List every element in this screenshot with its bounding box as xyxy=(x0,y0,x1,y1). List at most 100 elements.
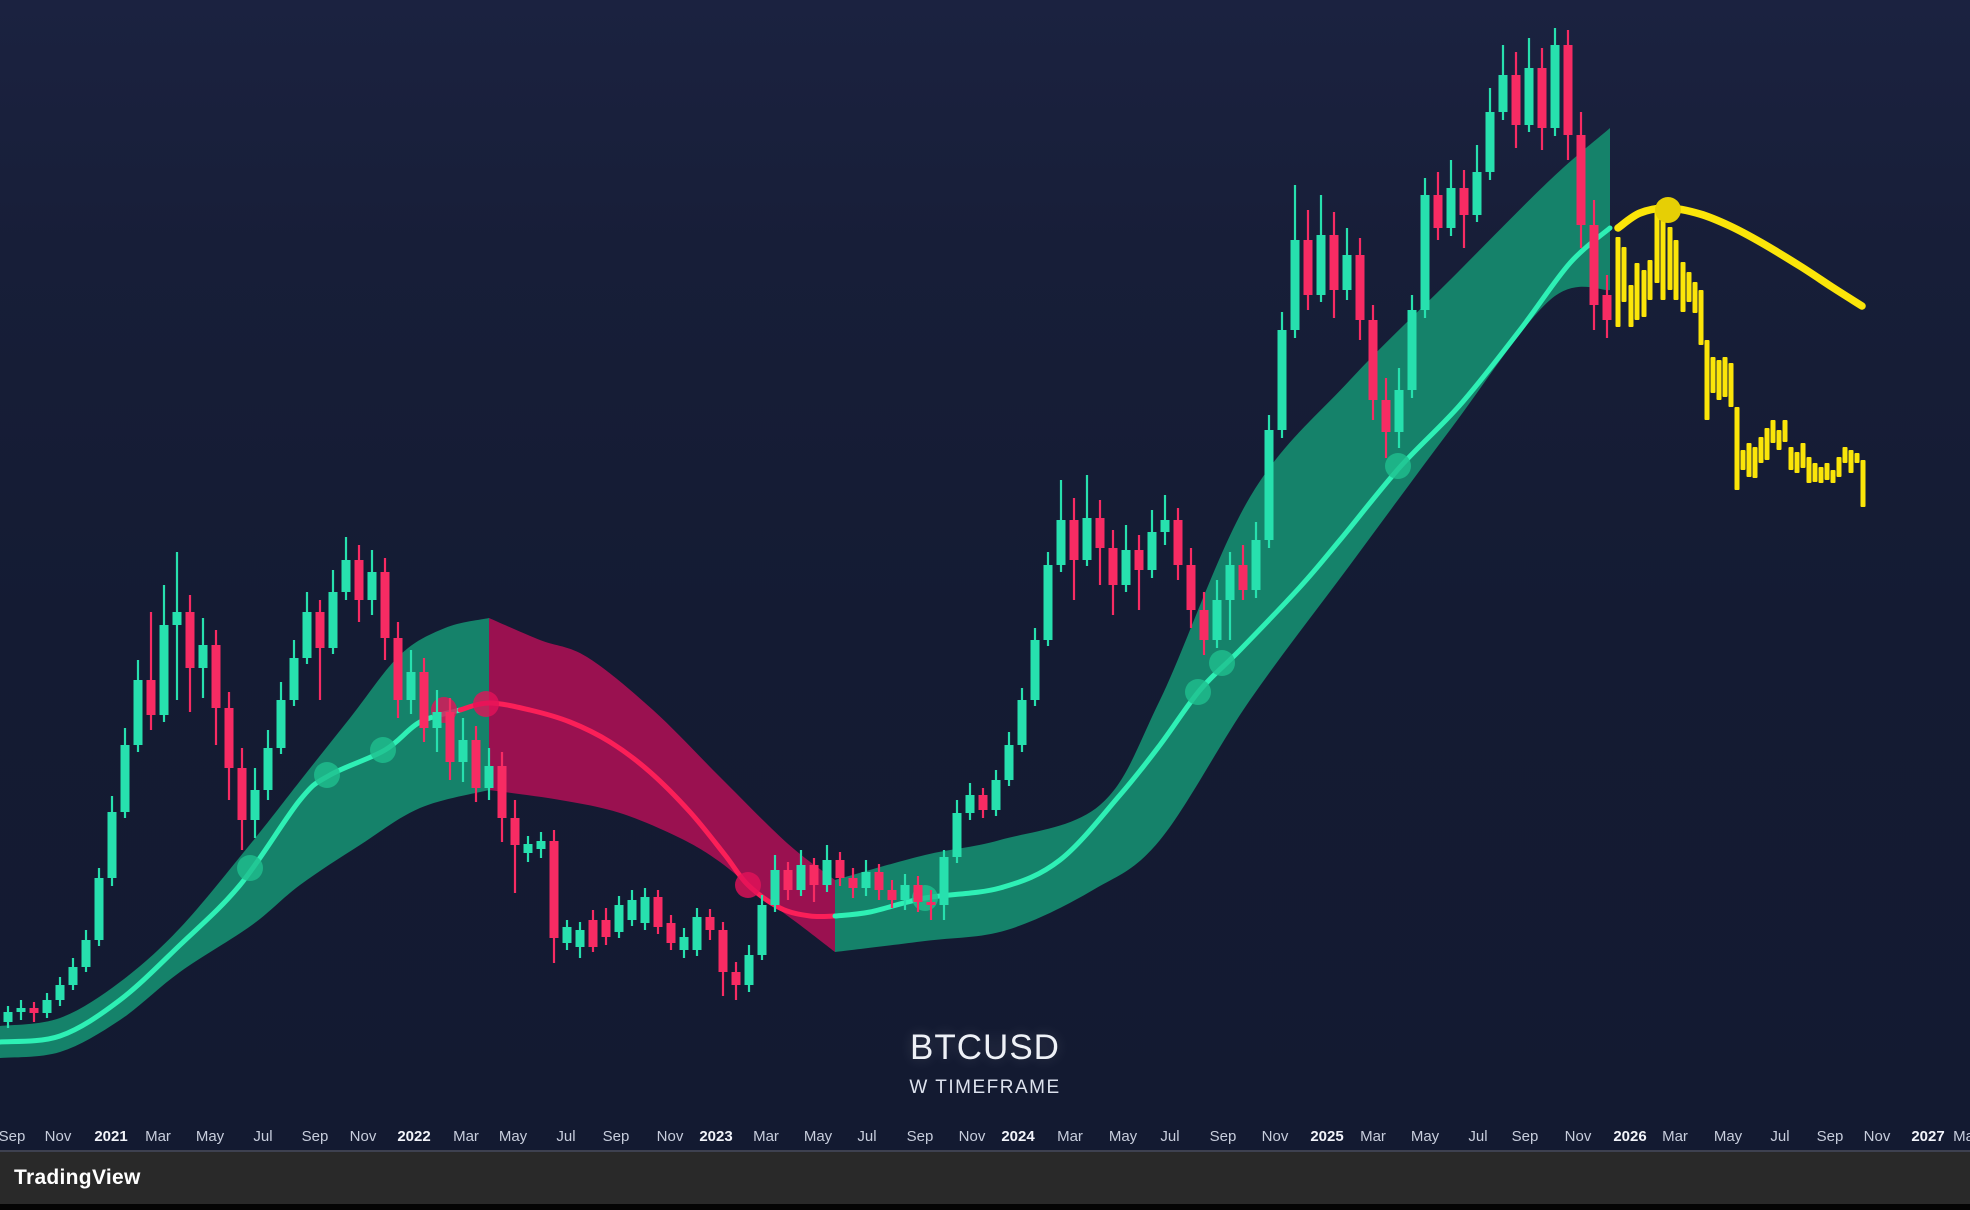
candle xyxy=(289,640,299,706)
forecast-bar xyxy=(1634,263,1640,320)
candle xyxy=(29,1002,39,1022)
x-axis-month-label: Mar xyxy=(1360,1128,1386,1145)
chart-canvas[interactable]: BTCUSD W TIMEFRAME xyxy=(0,0,1970,1126)
candle xyxy=(211,630,221,745)
candle xyxy=(978,788,988,818)
candle xyxy=(575,922,585,958)
candle xyxy=(1303,210,1313,310)
forecast-projection xyxy=(1614,197,1866,507)
candle xyxy=(55,977,65,1006)
candle xyxy=(237,748,247,850)
forecast-bar xyxy=(1836,457,1842,477)
forecast-bar xyxy=(1686,272,1692,302)
candle xyxy=(1550,28,1560,136)
x-axis-month-label: Jul xyxy=(1468,1128,1488,1145)
forecast-bar xyxy=(1854,453,1860,463)
x-axis-month-label: Mar xyxy=(145,1128,171,1145)
candle xyxy=(1277,312,1287,438)
candle xyxy=(536,832,546,858)
candle xyxy=(1108,530,1118,615)
candle xyxy=(94,868,104,946)
candle xyxy=(1485,88,1495,180)
x-axis-month-label: May xyxy=(498,1128,528,1145)
candle xyxy=(965,783,975,820)
candle xyxy=(1160,495,1170,545)
candle xyxy=(1394,368,1404,448)
candle xyxy=(1563,30,1573,160)
forecast-bar xyxy=(1800,443,1806,468)
x-axis-month-label: Sep xyxy=(0,1128,26,1145)
x-axis-month-label: Nov xyxy=(1863,1128,1891,1145)
candle xyxy=(1498,45,1508,120)
candle xyxy=(562,920,572,950)
candle xyxy=(887,880,897,908)
forecast-bar xyxy=(1842,447,1848,463)
candle xyxy=(718,922,728,996)
candle xyxy=(809,858,819,902)
candle xyxy=(705,909,715,940)
forecast-bar xyxy=(1758,437,1764,463)
candle xyxy=(341,537,351,600)
candle xyxy=(42,993,52,1018)
x-axis-month-label: Sep xyxy=(301,1128,329,1145)
candle xyxy=(133,660,143,752)
candle xyxy=(822,845,832,892)
candle xyxy=(653,890,663,934)
candle xyxy=(640,888,650,930)
candle xyxy=(1225,552,1235,640)
x-axis-month-label: Mar xyxy=(753,1128,779,1145)
candle xyxy=(1381,378,1391,458)
candle xyxy=(185,595,195,712)
candle xyxy=(848,868,858,898)
forecast-bar xyxy=(1660,218,1666,300)
candle xyxy=(445,698,455,780)
forecast-bar xyxy=(1716,360,1722,400)
candle xyxy=(1420,178,1430,318)
forecast-bar xyxy=(1728,363,1734,407)
forecast-bar xyxy=(1818,467,1824,483)
forecast-bar xyxy=(1641,270,1647,317)
candle xyxy=(328,570,338,654)
forecast-bar xyxy=(1654,205,1660,283)
candle xyxy=(679,928,689,958)
forecast-bar xyxy=(1722,357,1728,397)
candle xyxy=(692,908,702,956)
candle xyxy=(952,800,962,863)
candle xyxy=(1524,38,1534,132)
x-axis-year-label: 2027 xyxy=(1911,1128,1945,1145)
x-axis-timeline[interactable]: Sep Nov 2021 Mar May Jul Sep Nov 2022 Mar May Jul Se… xyxy=(0,1126,1970,1150)
forecast-bar xyxy=(1776,430,1782,450)
x-axis-year-label: 2025 xyxy=(1310,1128,1344,1145)
candle xyxy=(1537,48,1547,150)
forecast-bar xyxy=(1673,240,1679,300)
forecast-bar xyxy=(1698,290,1704,345)
forecast-bar xyxy=(1806,457,1812,483)
up-signal-dot xyxy=(1385,453,1411,479)
x-axis-month-label: Jul xyxy=(1160,1128,1180,1145)
x-axis-month-label: Nov xyxy=(1261,1128,1289,1145)
tradingview-logo[interactable]: TradingView xyxy=(14,1166,141,1189)
candle xyxy=(224,692,234,800)
candle xyxy=(627,890,637,926)
candle xyxy=(419,658,429,742)
forecast-bar xyxy=(1860,460,1866,507)
forecast-bar xyxy=(1667,227,1673,290)
x-axis-month-label: Jul xyxy=(1770,1128,1790,1145)
x-axis-month-label: May xyxy=(195,1128,225,1145)
candle xyxy=(861,860,871,896)
candle xyxy=(1433,172,1443,240)
candle xyxy=(1459,170,1469,248)
forecast-peak-dot xyxy=(1655,197,1681,223)
forecast-curve xyxy=(1614,204,1866,310)
candle xyxy=(1407,295,1417,398)
x-axis-year-label: 2023 xyxy=(699,1128,733,1145)
candle xyxy=(926,890,936,920)
candle xyxy=(458,718,468,782)
up-signal-dot xyxy=(237,855,263,881)
x-axis-month-label: Mar xyxy=(453,1128,479,1145)
forecast-bar xyxy=(1692,282,1698,313)
candle xyxy=(666,915,676,950)
x-axis-month-label: Sep xyxy=(602,1128,630,1145)
candle xyxy=(1121,525,1131,592)
candle xyxy=(991,770,1001,816)
